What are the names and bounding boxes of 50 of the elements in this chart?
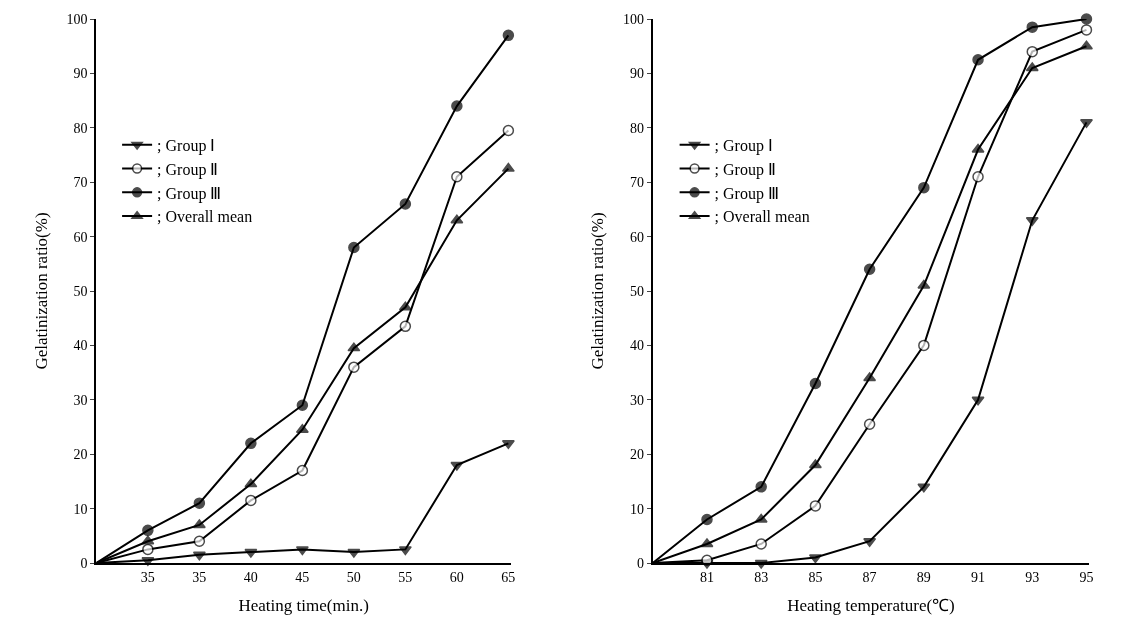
legend-label: ; Group Ⅱ — [157, 160, 219, 179]
y-tick-label: 60 — [629, 229, 644, 245]
y-axis-title: Gelatinization ratio(%) — [588, 212, 608, 370]
y-tick-label: 10 — [73, 501, 88, 517]
legend-label: ; Overall mean — [157, 208, 253, 226]
y-tick-label: 0 — [80, 555, 88, 571]
x-tick-label: 45 — [295, 569, 310, 585]
y-tick-label: 30 — [73, 392, 88, 408]
x-axis-title: Heating temperature(℃) — [787, 595, 955, 615]
x-tick-label: 91 — [971, 569, 986, 585]
x-tick-label: 50 — [346, 569, 361, 585]
y-tick-label: 90 — [629, 66, 644, 82]
y-tick-label: 0 — [636, 555, 644, 571]
y-tick-label: 60 — [73, 229, 88, 245]
y-tick-label: 80 — [73, 120, 88, 136]
x-tick-label: 55 — [398, 569, 413, 585]
y-tick-label: 20 — [629, 447, 644, 463]
y-tick-label: 40 — [629, 338, 644, 354]
legend-label: ; Group Ⅱ — [714, 160, 776, 179]
y-tick-label: 100 — [622, 11, 644, 27]
y-tick-label: 90 — [73, 66, 88, 82]
legend-label: ; Overall mean — [714, 208, 810, 226]
x-tick-label: 89 — [916, 569, 931, 585]
legend-label: ; Group Ⅲ — [157, 184, 222, 203]
x-tick-label: 95 — [1079, 569, 1094, 585]
y-tick-label: 30 — [629, 392, 644, 408]
y-tick-label: 100 — [66, 11, 88, 27]
y-tick-label: 40 — [73, 338, 88, 354]
y-tick-label: 80 — [629, 120, 644, 136]
legend-label: ; Group Ⅲ — [714, 184, 779, 203]
x-tick-label: 60 — [449, 569, 464, 585]
x-tick-label: 65 — [501, 569, 516, 585]
x-tick-label: 87 — [862, 569, 877, 585]
legend-label: ; Group Ⅰ — [157, 136, 216, 155]
legend-label: ; Group Ⅰ — [714, 136, 773, 155]
y-tick-label: 50 — [73, 283, 88, 299]
x-tick-label: 85 — [808, 569, 823, 585]
x-tick-label: 83 — [754, 569, 769, 585]
y-tick-label: 10 — [629, 501, 644, 517]
x-tick-label: 93 — [1025, 569, 1040, 585]
y-axis-title: Gelatinization ratio(%) — [31, 212, 51, 370]
x-tick-label: 81 — [699, 569, 714, 585]
x-tick-label: 35 — [192, 569, 207, 585]
y-tick-label: 50 — [629, 283, 644, 299]
x-axis-title: Heating time(min.) — [238, 595, 369, 615]
y-tick-label: 20 — [73, 447, 88, 463]
y-tick-label: 70 — [73, 175, 88, 191]
x-tick-label: 35 — [140, 569, 155, 585]
y-tick-label: 70 — [629, 175, 644, 191]
x-tick-label: 40 — [243, 569, 258, 585]
